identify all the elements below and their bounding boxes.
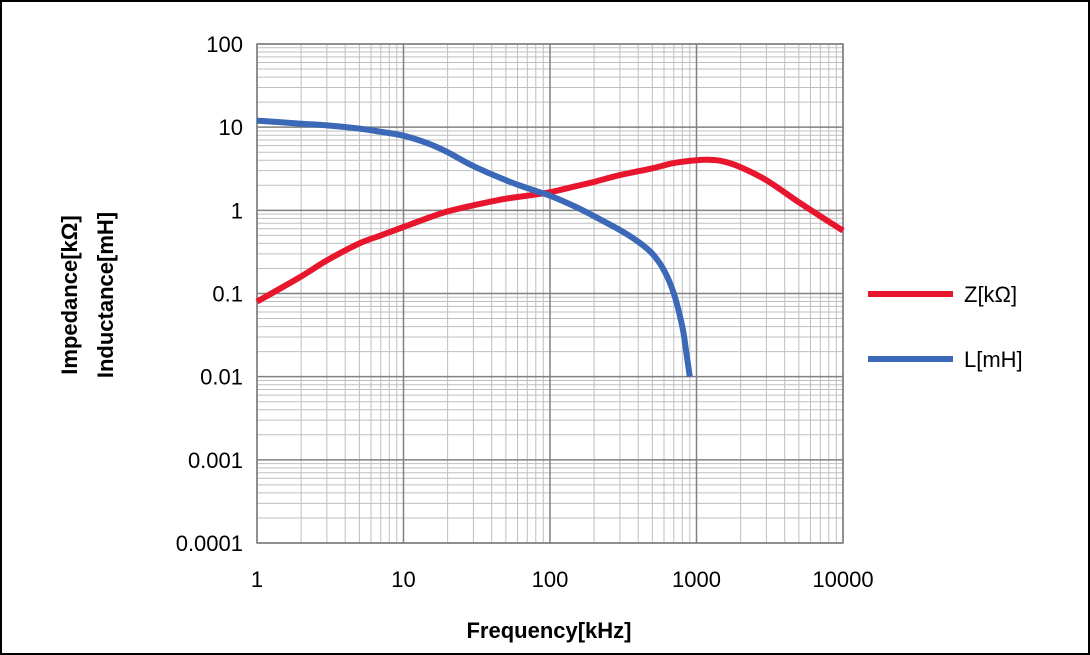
x-tick-label: 1000 <box>672 567 721 592</box>
legend: Z[kΩ] L[mH] <box>868 282 1023 372</box>
legend-item-l: L[mH] <box>868 347 1023 372</box>
x-tick-label: 1 <box>251 567 263 592</box>
y-tick-label: 0.0001 <box>176 531 243 556</box>
y-tick-label: 10 <box>219 115 243 140</box>
y-tick-label: 0.001 <box>188 448 243 473</box>
y-tick-label: 0.01 <box>200 365 243 390</box>
y-tick-label: 0.1 <box>212 282 243 307</box>
x-tick-label: 100 <box>532 567 569 592</box>
y-axis-title-line-1: Impedance[kΩ] <box>57 215 82 374</box>
legend-label-z: Z[kΩ] <box>964 282 1017 307</box>
series-layer <box>255 117 845 378</box>
series-line-z <box>255 156 845 305</box>
plot-area-border <box>256 43 844 544</box>
x-tick-label: 10000 <box>812 567 873 592</box>
y-axis-title: Impedance[kΩ] Inductance[mH] <box>57 212 118 378</box>
x-tick-labels: 1 10 100 1000 10000 <box>251 567 874 592</box>
legend-item-z: Z[kΩ] <box>868 282 1017 307</box>
legend-label-l: L[mH] <box>964 347 1023 372</box>
x-tick-label: 10 <box>391 567 415 592</box>
x-axis-title: Frequency[kHz] <box>466 618 631 643</box>
y-tick-label: 1 <box>231 198 243 223</box>
series-line-l <box>256 117 693 378</box>
y-axis-title-line-2: Inductance[mH] <box>93 212 118 378</box>
y-tick-label: 100 <box>206 32 243 57</box>
y-tick-labels: 0.0001 0.001 0.01 0.1 1 10 100 <box>176 32 243 556</box>
